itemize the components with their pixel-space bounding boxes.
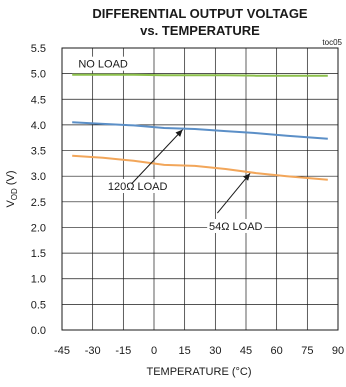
annotation-120-ohm-arrow-head <box>175 129 183 137</box>
x-tick-label: -30 <box>85 345 101 357</box>
y-tick-label: 3.0 <box>31 171 46 183</box>
x-tick-labels: -45 -30 -15 0 15 30 45 60 75 90 <box>54 345 344 357</box>
y-tick-labels: 0.0 0.5 1.0 1.5 2.0 2.5 3.0 3.5 4.0 4.5 5.0 5.5 <box>31 43 46 337</box>
y-axis-label-unit: (V) <box>5 170 17 188</box>
y-tick-label: 4.5 <box>31 94 46 106</box>
x-tick-label: 60 <box>271 345 283 357</box>
y-tick-label: 0.0 <box>31 325 46 337</box>
series-line-no-load <box>72 73 328 77</box>
plot-frame <box>61 47 339 331</box>
x-tick-label: 0 <box>151 345 157 357</box>
figure-code: toc05 <box>322 38 342 47</box>
y-tick-label: 1.5 <box>31 248 46 260</box>
y-tick-label: 3.5 <box>31 146 46 158</box>
chart-title-line2: vs. TEMPERATURE <box>140 23 260 38</box>
x-tick-label: -15 <box>115 345 131 357</box>
y-tick-label: 2.5 <box>31 197 46 209</box>
annotation-54-ohm-load-bg <box>207 218 265 233</box>
annotation-120-ohm-load-bg <box>105 179 170 193</box>
chart-title-line1: DIFFERENTIAL OUTPUT VOLTAGE <box>92 6 308 21</box>
annotation-54-ohm-load: 54Ω LOAD <box>209 221 263 233</box>
annotation-no-load: NO LOAD <box>78 59 128 71</box>
y-tick-label: 4.0 <box>31 120 46 132</box>
x-tick-label: 30 <box>209 345 221 357</box>
x-tick-label: 45 <box>240 345 252 357</box>
y-axis-label: VOD (V) <box>5 170 19 207</box>
y-axis-label-main: V <box>5 200 17 208</box>
grid <box>62 48 338 330</box>
annotation-120-ohm-load: 120Ω LOAD <box>108 181 168 193</box>
y-tick-label: 0.5 <box>31 299 46 311</box>
series-line-54-load <box>72 154 328 181</box>
svg-text:VOD (V): VOD (V) <box>5 170 19 207</box>
x-tick-label: 90 <box>332 345 344 357</box>
annotation-54-ohm-arrow-head <box>243 173 251 181</box>
x-axis-label: TEMPERATURE (°C) <box>146 366 251 378</box>
series-lines <box>72 73 328 181</box>
annotation-120-ohm-arrow <box>131 129 183 185</box>
y-tick-label: 2.0 <box>31 222 46 234</box>
y-tick-label: 1.0 <box>31 274 46 286</box>
annotation-54-ohm-arrow <box>216 172 251 214</box>
y-tick-label: 5.0 <box>31 69 46 81</box>
annotations: NO LOAD 120Ω LOAD 54Ω LOAD <box>75 56 265 233</box>
x-tick-label: -45 <box>54 345 70 357</box>
annotation-no-load-bg <box>75 56 127 71</box>
y-tick-label: 5.5 <box>31 43 46 55</box>
y-axis-label-sub: OD <box>10 188 19 200</box>
x-tick-label: 15 <box>179 345 191 357</box>
x-tick-label: 75 <box>301 345 313 357</box>
series-line-120-load <box>72 121 328 140</box>
